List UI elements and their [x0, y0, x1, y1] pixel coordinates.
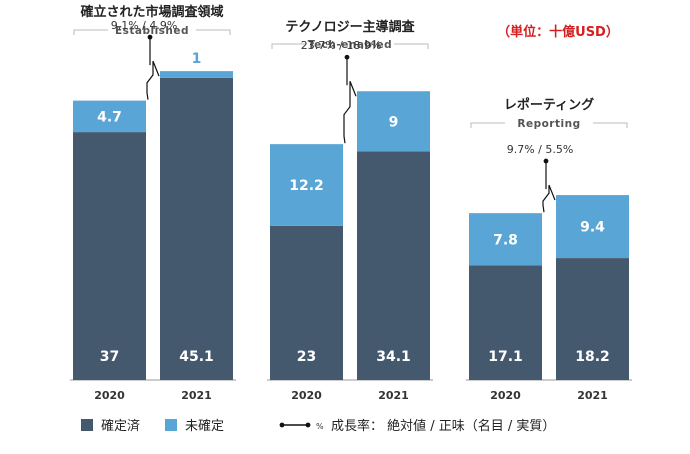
growth-label: 9.1% / 4.9%	[111, 19, 178, 32]
data-label-unconfirmed: 12.2	[289, 178, 324, 194]
growth-connector-dot	[147, 34, 153, 40]
legend-swatch-unconfirmed	[165, 419, 177, 431]
growth-label: 23.7% / 18.9%	[301, 39, 382, 52]
bar-confirmed-2021	[556, 258, 629, 380]
x-tick-label: 2021	[181, 389, 212, 402]
chart-title: 確立された市場調査領域	[80, 4, 223, 20]
x-tick-label: 2021	[577, 389, 608, 402]
chart-panel-2: テクノロジー主導調査 Tech-enabled 23 12.2 2020 34.1 9 202…	[267, 19, 433, 402]
growth-connector-dot	[344, 54, 350, 60]
data-label-confirmed: 34.1	[376, 349, 411, 365]
data-label-unconfirmed: 7.8	[493, 232, 518, 248]
data-label-unconfirmed: 1	[192, 51, 202, 67]
bar-unconfirmed-2021	[556, 195, 629, 259]
subtitle-bracket	[73, 29, 231, 35]
subtitle-bracket	[271, 43, 429, 49]
bar-unconfirmed-2020	[469, 213, 542, 266]
bar-unconfirmed-2021	[160, 71, 233, 78]
growth-label: 9.7% / 5.5%	[507, 143, 574, 156]
bar-unconfirmed-2020	[73, 100, 146, 133]
growth-connector	[343, 81, 357, 144]
x-tick-label: 2021	[378, 389, 409, 402]
legend-growth-dot-left	[279, 422, 285, 428]
x-tick-label: 2020	[291, 389, 322, 402]
chart-subtitle: Tech-enabled	[308, 39, 392, 51]
legend-label-growth: 成長率： 絶対値 / 正味（名目 / 実質）	[331, 418, 555, 434]
legend-swatch-confirmed	[81, 419, 93, 431]
chart-panels: 確立された市場調査領域 Established 37 4.7 2020 45.1 1 2021…	[70, 4, 632, 402]
legend-label-confirmed: 確定済	[101, 418, 140, 434]
data-label-unconfirmed: 9	[389, 114, 399, 130]
bar-confirmed-2021	[357, 151, 430, 380]
growth-connector	[146, 60, 160, 100]
data-label-confirmed: 45.1	[179, 349, 214, 365]
bar-unconfirmed-2021	[357, 91, 430, 152]
data-label-confirmed: 17.1	[488, 349, 523, 365]
chart-panel-3: レポーティング Reporting 17.1 7.8 2020 18.2 9.4 2021 9.…	[466, 97, 632, 402]
data-label-unconfirmed: 9.4	[580, 220, 605, 236]
bar-confirmed-2021	[160, 77, 233, 380]
chart-title: テクノロジー主導調査	[285, 19, 415, 35]
growth-connector	[542, 184, 556, 213]
chart-title: レポーティング	[504, 97, 594, 113]
legend-growth-percent: %	[316, 422, 324, 431]
chart-panel-1: 確立された市場調査領域 Established 37 4.7 2020 45.1 1 2021…	[70, 4, 236, 402]
bar-confirmed-2020	[270, 225, 343, 380]
bar-unconfirmed-2020	[270, 144, 343, 226]
bar-confirmed-2020	[73, 132, 146, 380]
chart-subtitle: Reporting	[517, 118, 580, 130]
data-label-confirmed: 18.2	[575, 349, 610, 365]
data-label-unconfirmed: 4.7	[97, 109, 122, 125]
growth-connector-dot	[543, 158, 549, 164]
chart-subtitle: Established	[115, 25, 189, 37]
x-tick-label: 2020	[94, 389, 125, 402]
data-label-confirmed: 23	[297, 349, 316, 365]
legend: 確定済 未確定 % 成長率： 絶対値 / 正味（名目 / 実質）	[81, 418, 555, 434]
subtitle-bracket	[470, 122, 628, 128]
unit-note: （単位：十億USD）	[497, 24, 619, 40]
x-tick-label: 2020	[490, 389, 521, 402]
data-label-confirmed: 37	[100, 349, 119, 365]
legend-label-unconfirmed: 未確定	[185, 418, 224, 434]
legend-growth-dot-right	[305, 422, 311, 428]
bar-confirmed-2020	[469, 265, 542, 380]
